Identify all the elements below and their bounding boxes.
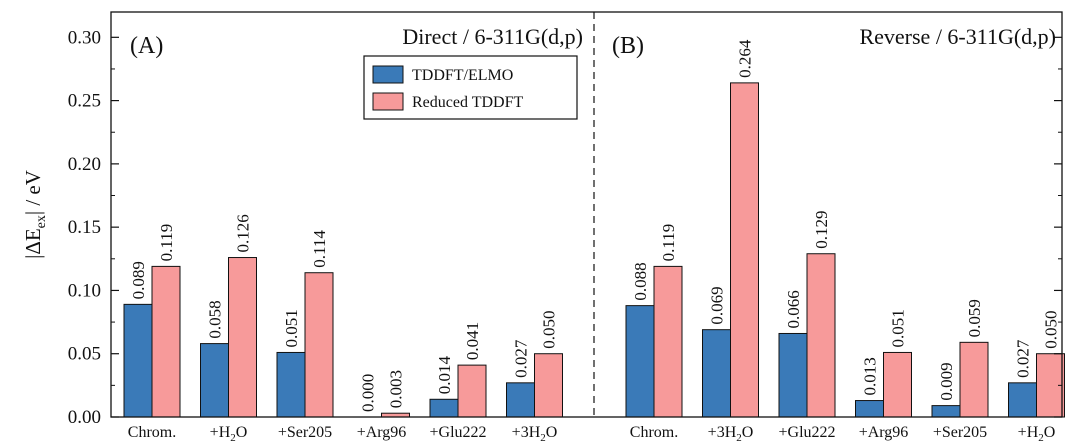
y-tick-label: 0.25	[68, 91, 101, 112]
category-label: Chrom.	[630, 424, 678, 441]
category-label: +Arg96	[357, 424, 407, 441]
data-label: 0.014	[435, 356, 454, 395]
legend: TDDFT/ELMO Reduced TDDFT	[363, 55, 578, 120]
data-label: 0.126	[234, 214, 253, 252]
data-label: 0.050	[540, 310, 559, 348]
data-label: 0.027	[1014, 339, 1033, 378]
bar	[931, 405, 961, 418]
bar	[304, 272, 334, 418]
data-label: 0.264	[736, 39, 755, 78]
y-axis-label: |ΔEex| / eV	[21, 170, 49, 259]
category-label: +Glu222	[429, 424, 486, 441]
data-label: 0.050	[1042, 310, 1061, 348]
data-label: 0.089	[129, 261, 148, 299]
legend-swatch	[372, 65, 404, 84]
data-label: 0.027	[512, 339, 531, 378]
bar	[883, 351, 912, 418]
data-label: 0.129	[812, 210, 831, 248]
bar	[534, 353, 563, 418]
y-tick-label: 0.20	[68, 154, 101, 175]
data-label: 0.013	[861, 357, 880, 395]
bar	[1008, 382, 1037, 418]
category-label: +Glu222	[778, 424, 835, 441]
data-label: 0.051	[889, 309, 908, 347]
bar	[276, 351, 306, 418]
data-label: 0.119	[659, 224, 678, 262]
panel-title: Direct / 6-311G(d,p)	[402, 24, 583, 49]
category-label: +H2O	[210, 424, 248, 441]
category-label: +Arg96	[859, 424, 909, 441]
data-label: 0.114	[310, 230, 329, 268]
legend-label: TDDFT/ELMO	[412, 67, 513, 84]
data-label: 0.051	[282, 309, 301, 347]
category-label: +Ser205	[278, 424, 332, 441]
data-label: 0.119	[157, 224, 176, 262]
data-label: 0.058	[206, 300, 225, 338]
bar	[702, 329, 731, 418]
panel-tag: (B)	[612, 33, 644, 59]
category-label: +H2O	[1018, 424, 1056, 441]
bar	[959, 341, 989, 418]
plot-frame	[110, 11, 1063, 418]
bar	[625, 305, 655, 418]
data-label: 0.000	[359, 374, 378, 412]
bar	[806, 253, 836, 418]
data-label: 0.041	[463, 322, 482, 360]
legend-swatch	[372, 92, 404, 111]
bar	[730, 82, 759, 418]
bar	[200, 343, 229, 418]
bar	[653, 265, 683, 418]
category-label: +Ser205	[933, 424, 987, 441]
bar	[457, 364, 487, 418]
y-tick-label: 0.15	[68, 217, 101, 238]
data-label: 0.066	[784, 290, 803, 328]
bar	[151, 265, 181, 418]
data-label: 0.059	[965, 299, 984, 337]
data-label: 0.088	[631, 262, 650, 300]
category-label: +3H2O	[512, 424, 558, 441]
data-label: 0.069	[708, 286, 727, 324]
y-tick-label: 0.10	[68, 280, 101, 301]
panel-tag: (A)	[130, 33, 163, 59]
y-tick-label: 0.00	[68, 407, 101, 428]
y-tick-label: 0.30	[68, 27, 101, 48]
bar	[506, 382, 535, 418]
category-label: +3H2O	[708, 424, 754, 441]
data-label: 0.003	[387, 370, 406, 408]
legend-label: Reduced TDDFT	[412, 94, 523, 111]
bar	[429, 398, 459, 418]
panel-title: Reverse / 6-311G(d,p)	[859, 24, 1056, 49]
y-tick-label: 0.05	[68, 344, 101, 365]
bar	[778, 332, 808, 418]
bar	[228, 257, 257, 418]
data-label: 0.009	[937, 362, 956, 400]
category-label: Chrom.	[128, 424, 176, 441]
bar	[855, 400, 884, 418]
bar	[123, 303, 153, 418]
